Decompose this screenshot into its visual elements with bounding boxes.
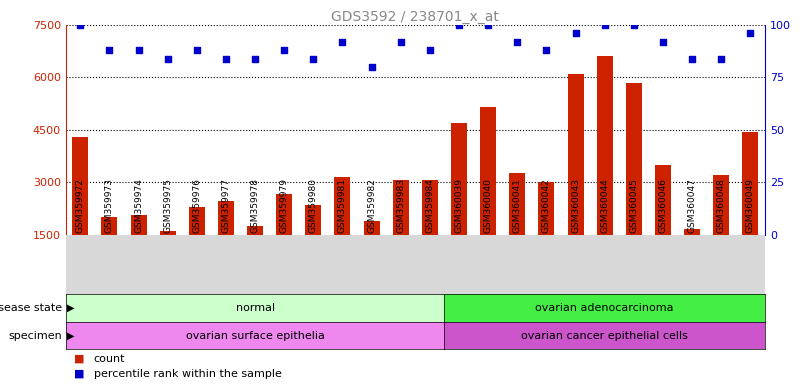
Text: disease state: disease state — [0, 303, 62, 313]
Text: ovarian adenocarcinoma: ovarian adenocarcinoma — [535, 303, 674, 313]
Point — [686, 55, 698, 61]
Text: ▶: ▶ — [67, 303, 74, 313]
Point — [657, 39, 670, 45]
Point — [132, 47, 145, 53]
Point — [627, 22, 640, 28]
Text: specimen: specimen — [8, 331, 62, 341]
Point — [365, 64, 378, 70]
Bar — [538, 182, 554, 235]
Point — [219, 55, 232, 61]
Bar — [713, 175, 729, 235]
Bar — [480, 107, 496, 235]
Point — [191, 47, 203, 53]
Point — [161, 55, 174, 61]
Point — [453, 22, 465, 28]
Bar — [189, 207, 205, 235]
Bar — [218, 202, 234, 235]
Text: percentile rank within the sample: percentile rank within the sample — [94, 369, 282, 379]
Point — [278, 47, 291, 53]
Point — [540, 47, 553, 53]
Point — [307, 55, 320, 61]
Point — [248, 55, 261, 61]
Bar — [684, 229, 700, 235]
Bar — [335, 177, 351, 235]
Text: ▶: ▶ — [67, 331, 74, 341]
Text: ■: ■ — [74, 369, 84, 379]
Point — [394, 39, 407, 45]
Bar — [743, 132, 759, 235]
Text: GDS3592 / 238701_x_at: GDS3592 / 238701_x_at — [332, 10, 499, 23]
Text: count: count — [94, 354, 125, 364]
Bar — [102, 217, 118, 235]
Point — [570, 30, 582, 36]
Text: ovarian cancer epithelial cells: ovarian cancer epithelial cells — [521, 331, 688, 341]
Bar — [276, 194, 292, 235]
Bar — [72, 137, 88, 235]
Bar — [305, 205, 321, 235]
Text: ovarian surface epithelia: ovarian surface epithelia — [186, 331, 324, 341]
Point — [336, 39, 349, 45]
Bar — [364, 221, 380, 235]
Point — [424, 47, 437, 53]
Bar — [626, 83, 642, 235]
Bar — [422, 180, 438, 235]
Point — [481, 22, 494, 28]
Bar — [597, 56, 613, 235]
Point — [74, 22, 87, 28]
Text: normal: normal — [235, 303, 275, 313]
Bar — [392, 180, 409, 235]
Point — [744, 30, 757, 36]
Point — [598, 22, 611, 28]
Bar — [509, 174, 525, 235]
Bar — [247, 226, 263, 235]
Bar — [159, 231, 175, 235]
Bar — [451, 123, 467, 235]
Bar — [655, 165, 671, 235]
Point — [103, 47, 116, 53]
Point — [714, 55, 727, 61]
Text: ■: ■ — [74, 354, 84, 364]
Bar — [568, 74, 584, 235]
Point — [511, 39, 524, 45]
Bar — [131, 215, 147, 235]
